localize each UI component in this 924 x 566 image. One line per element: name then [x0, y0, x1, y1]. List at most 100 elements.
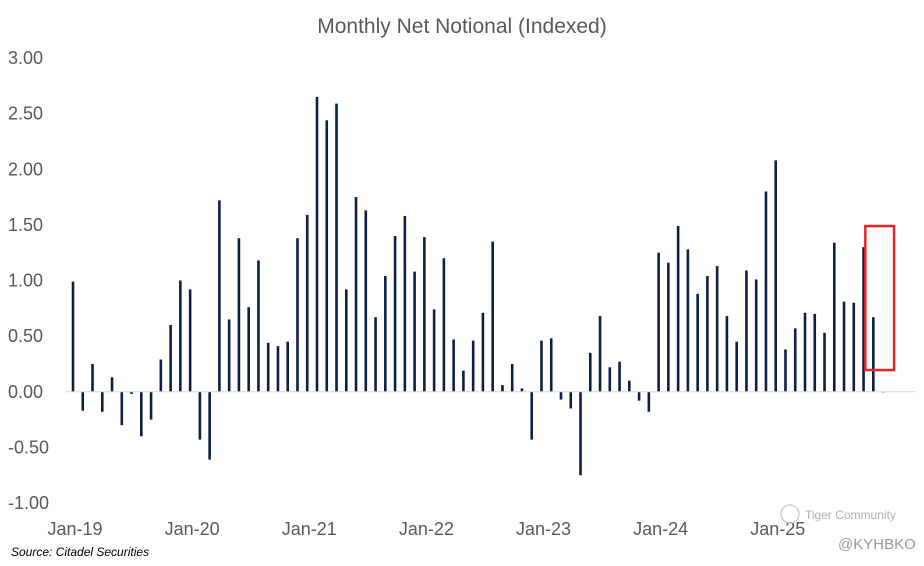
bar — [803, 312, 807, 392]
y-tick-label: 2.00 — [8, 159, 43, 179]
bar — [218, 200, 221, 392]
bar — [491, 241, 494, 392]
bar — [403, 215, 407, 392]
bar — [179, 280, 182, 392]
bar — [793, 328, 797, 392]
bar — [374, 317, 377, 392]
bar — [842, 301, 846, 392]
bar — [384, 276, 387, 392]
x-tick-label: Jan-24 — [633, 519, 688, 539]
bar — [120, 391, 124, 426]
bar — [823, 332, 826, 392]
y-tick-label: -0.50 — [8, 437, 49, 457]
bar — [852, 302, 856, 392]
bar — [344, 289, 348, 392]
source-note: Source: Citadel Securities — [11, 545, 149, 559]
bar — [188, 289, 192, 392]
bar — [657, 252, 660, 392]
bar — [745, 270, 748, 392]
watermark: Tiger Community @KYHBKO — [780, 504, 916, 553]
bar — [100, 391, 104, 412]
bar — [442, 258, 446, 392]
bar — [481, 312, 485, 392]
y-tick-label: 0.00 — [8, 382, 43, 402]
bar — [315, 96, 319, 392]
bar — [286, 341, 290, 392]
bar — [471, 340, 475, 392]
bar — [413, 271, 416, 392]
highlight-box — [864, 224, 896, 372]
y-tick-label: 3.00 — [8, 48, 43, 68]
watermark-logo-icon — [780, 504, 800, 524]
bar — [647, 391, 651, 412]
bar — [667, 262, 670, 392]
y-tick-label: -1.00 — [8, 493, 49, 513]
bar — [549, 338, 553, 392]
y-tick-label: 1.50 — [8, 215, 43, 235]
bar — [676, 225, 680, 392]
watermark-community: Tiger Community — [805, 508, 896, 522]
bar — [305, 214, 309, 392]
bar — [832, 242, 836, 392]
bar — [559, 391, 563, 400]
bar — [237, 238, 241, 392]
bar — [266, 342, 270, 392]
bar — [169, 325, 172, 392]
bar — [520, 388, 524, 392]
bar — [276, 346, 280, 392]
bar — [774, 160, 778, 392]
bar — [247, 307, 250, 392]
x-axis-labels: Jan-19 Jan-20 Jan-21 Jan-22 Jan-23 Jan-24 Jan-… — [47, 519, 805, 539]
bar — [530, 391, 534, 440]
bar — [735, 341, 738, 392]
bar — [784, 349, 787, 392]
bar — [71, 281, 75, 392]
bar — [608, 367, 612, 392]
bar — [432, 309, 436, 392]
watermark-handle: @KYHBKO — [838, 536, 916, 553]
bar — [715, 266, 719, 392]
chart-title: Monthly Net Notional (Indexed) — [317, 15, 606, 38]
bar — [325, 120, 329, 392]
bar — [198, 391, 202, 440]
x-tick-label: Jan-19 — [47, 519, 102, 539]
y-axis-labels: 3.00 2.50 2.00 1.50 1.00 0.50 0.00 -0.50 -1.00 — [8, 48, 49, 513]
bars — [71, 96, 885, 476]
bar — [130, 391, 133, 394]
bar — [764, 191, 768, 392]
bar — [159, 359, 163, 392]
x-tick-label: Jan-21 — [282, 519, 337, 539]
x-tick-label: Jan-20 — [165, 519, 220, 539]
bar — [452, 339, 455, 392]
bar — [335, 103, 338, 392]
bar — [588, 352, 592, 392]
bar — [364, 210, 368, 392]
bar — [637, 391, 641, 401]
bar — [725, 316, 729, 392]
bar — [813, 313, 817, 392]
bar — [393, 236, 397, 392]
bar — [227, 319, 231, 392]
bar — [686, 249, 690, 392]
bar — [618, 361, 621, 392]
bar — [91, 363, 94, 392]
x-tick-label: Jan-22 — [399, 519, 454, 539]
y-tick-label: 2.50 — [8, 104, 43, 124]
bar — [696, 293, 699, 392]
bar — [110, 377, 114, 392]
bar — [628, 380, 631, 392]
bar — [257, 260, 260, 392]
bar — [579, 391, 582, 476]
bar — [81, 391, 85, 411]
x-tick-label: Jan-23 — [516, 519, 571, 539]
bar — [706, 276, 709, 392]
bar — [862, 247, 865, 392]
bar — [423, 237, 426, 392]
bar — [510, 363, 514, 392]
bar — [354, 197, 358, 392]
bar — [872, 317, 875, 392]
y-tick-label: 1.00 — [8, 271, 43, 291]
bar — [754, 279, 758, 392]
bar — [149, 391, 153, 420]
